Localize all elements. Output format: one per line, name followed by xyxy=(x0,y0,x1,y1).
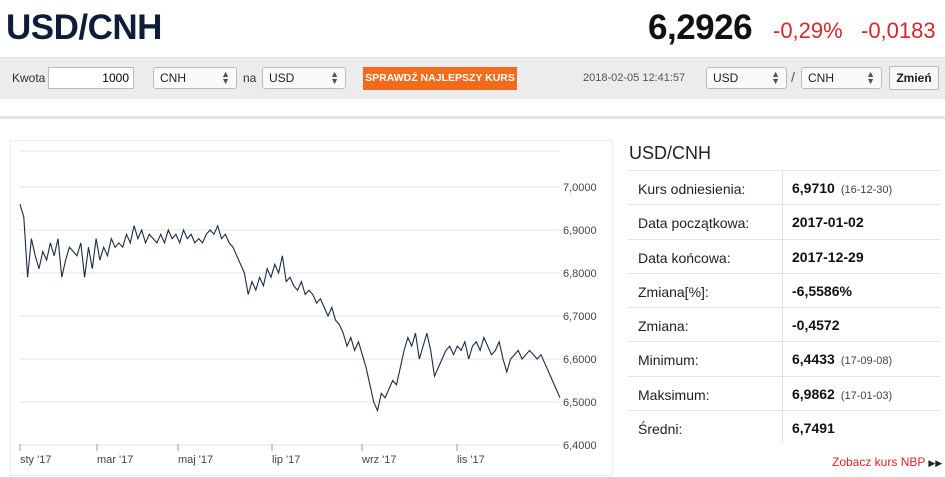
y-tick-label: 6,4000 xyxy=(563,440,597,452)
stats-value: 6,7491 xyxy=(792,420,835,436)
rate-chart-svg: 7,0000 6,9000 6,8000 6,7000 6,6000 6,5000 6,40… xyxy=(19,150,597,466)
stats-value: -6,5586% xyxy=(792,283,852,299)
stats-label: Średni: xyxy=(638,421,683,438)
y-tick-label: 7,0000 xyxy=(563,182,597,194)
y-tick-label: 6,6000 xyxy=(563,354,597,366)
stats-label: Data końcowa: xyxy=(638,249,731,266)
stats-value: 2017-12-29 xyxy=(792,249,864,265)
y-tick-label: 6,7000 xyxy=(563,311,597,323)
x-tick-label: mar '17 xyxy=(97,454,133,466)
stats-note: (17-09-08) xyxy=(840,355,893,368)
column-divider xyxy=(782,342,783,376)
stats-value-text: 2017-12-29 xyxy=(792,248,864,265)
stats-value-text: 2017-01-02 xyxy=(792,214,864,231)
x-tick-label: wrz '17 xyxy=(361,454,397,466)
stats-label: Maksimum: xyxy=(638,386,710,403)
rate-chart: 7,0000 6,9000 6,8000 6,7000 6,6000 6,5000 6,40… xyxy=(10,140,613,476)
y-tick-label: 6,9000 xyxy=(563,225,597,237)
pair-base-select[interactable]: USD ▲ ▼ xyxy=(706,67,787,89)
stats-value: 6,9862 (17-01-03) xyxy=(792,386,892,402)
change-absolute: -0,0183 xyxy=(861,18,936,43)
converter-toolbar: Kwota CNH ▲▼ na USD ▲▼ SPRAWDŹ NAJLEPSZY… xyxy=(0,57,945,99)
stats-note: (16-12-30) xyxy=(840,184,893,196)
column-divider xyxy=(782,376,783,411)
column-divider xyxy=(782,411,783,445)
stats-value-text: -0,4572 xyxy=(792,317,840,334)
stats-row: Zmiana[%]: -6,5586% xyxy=(628,272,940,308)
stats-value: 6,4433 (17-09-08) xyxy=(792,351,892,367)
stats-value-text: 6,7491 xyxy=(792,420,835,437)
stats-label: Data początkowa: xyxy=(638,215,750,232)
rate-series-line xyxy=(19,204,561,413)
pair-quote-value: CNH xyxy=(808,71,834,85)
swap-pair-button[interactable]: Zmień xyxy=(889,66,939,90)
stats-row: Kurs odniesienia: 6,9710 (16-12-30) xyxy=(628,170,940,205)
select-arrows-icon: ▲ ▼ xyxy=(221,69,230,86)
header: USD/CNH 6,2926 -0,29% -0,0183 xyxy=(0,0,945,57)
stats-value-text: 6,4433 xyxy=(792,351,835,368)
nbp-rate-link[interactable]: Zobacz kurs NBP ▶▶ xyxy=(832,455,942,469)
stats-value-text: -6,5586% xyxy=(792,282,852,299)
stats-table: Kurs odniesienia: 6,9710 (16-12-30) Data po… xyxy=(628,170,940,445)
column-divider xyxy=(782,308,783,342)
y-tick-label: 6,5000 xyxy=(563,397,597,409)
stats-label: Zmiana[%]: xyxy=(638,283,709,300)
from-currency-select[interactable]: CNH ▲ ▼ xyxy=(153,67,237,89)
stats-title: USD/CNH xyxy=(629,143,712,163)
stats-row: Data końcowa: 2017-12-29 xyxy=(628,238,940,273)
select-arrows-icon: ▲ ▼ xyxy=(771,69,780,86)
stats-label: Kurs odniesienia: xyxy=(638,181,746,197)
stats-row: Data początkowa: 2017-01-02 xyxy=(628,204,940,239)
x-tick-label: lis '17 xyxy=(457,454,485,466)
stats-value: 2017-01-02 xyxy=(792,214,864,230)
stats-note: (17-01-03) xyxy=(840,389,893,402)
to-currency-select[interactable]: USD ▲ ▼ xyxy=(262,67,346,89)
x-tick-label: lip '17 xyxy=(272,454,300,466)
pair-quote-select[interactable]: CNH ▲ ▼ xyxy=(801,67,882,89)
column-divider xyxy=(782,239,783,273)
stats-value-text: 6,9862 xyxy=(792,385,835,402)
y-tick-label: 6,8000 xyxy=(563,268,597,280)
select-arrows-icon: ▲ ▼ xyxy=(866,69,875,86)
stats-value: -0,4572 xyxy=(792,317,839,333)
current-rate: 6,2926 xyxy=(648,8,753,47)
column-divider xyxy=(782,171,783,205)
from-currency-value: CNH xyxy=(160,71,186,85)
column-divider xyxy=(782,205,783,239)
section-divider xyxy=(0,116,945,119)
x-tick-label: maj '17 xyxy=(178,454,213,466)
stats-row: Średni: 6,7491 xyxy=(628,410,940,445)
stats-row: Maksimum: 6,9862 (17-01-03) xyxy=(628,375,940,411)
amount-input[interactable] xyxy=(48,67,134,89)
pair-base-value: USD xyxy=(713,71,739,85)
timestamp: 2018-02-05 12:41:57 xyxy=(583,72,686,84)
column-divider xyxy=(782,273,783,308)
select-arrows-icon: ▲ ▼ xyxy=(330,69,339,86)
double-arrow-right-icon: ▶▶ xyxy=(928,458,943,468)
pair-separator: / xyxy=(791,69,795,85)
pair-title: USD/CNH xyxy=(6,8,162,47)
stats-row: Zmiana: -0,4572 xyxy=(628,307,940,342)
nbp-rate-link-label: Zobacz kurs NBP xyxy=(832,455,926,469)
stats-label: Zmiana: xyxy=(638,318,689,335)
check-best-rate-button[interactable]: SPRAWDŹ NAJLEPSZY KURS xyxy=(363,67,517,90)
stats-label: Minimum: xyxy=(638,352,699,369)
stats-value: 6,9710 (16-12-30) xyxy=(792,180,892,196)
to-currency-value: USD xyxy=(269,71,295,85)
amount-label: Kwota xyxy=(12,71,46,85)
change-percent: -0,29% xyxy=(773,18,843,43)
x-tick-label: sty '17 xyxy=(20,454,51,466)
stats-row: Minimum: 6,4433 (17-09-08) xyxy=(628,341,940,376)
stats-value-text: 6,9710 xyxy=(792,180,835,196)
to-label: na xyxy=(243,71,257,85)
